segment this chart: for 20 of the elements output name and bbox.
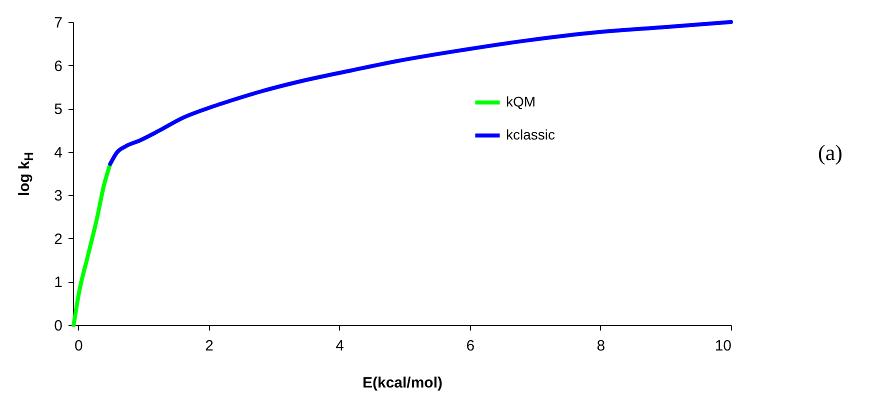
x-axis-title: E(kcal/mol)	[362, 374, 443, 392]
x-tick-label: 8	[596, 338, 606, 354]
y-tick-label: 4	[54, 144, 62, 162]
legend-label: kQM	[506, 94, 536, 110]
y-tick-label: 7	[54, 14, 62, 32]
x-tick-label: 4	[336, 338, 344, 354]
x-tick-label: 2	[205, 338, 214, 354]
y-tick-label: 0	[54, 318, 62, 334]
line-series	[72, 162, 112, 327]
x-tick-label: 0	[74, 338, 83, 354]
x-tick-label: 6	[466, 338, 475, 354]
y-tick-label: 1	[54, 274, 62, 292]
y-tick-label: 2	[54, 230, 62, 248]
text: (a)	[818, 140, 842, 166]
y-tick-label: 3	[54, 188, 62, 205]
legend-label: kclassic	[506, 126, 556, 142]
x-tick-label: 10	[714, 338, 732, 354]
y-tick-label: 5	[54, 101, 62, 118]
y-tick-label: 6	[54, 58, 62, 75]
line-series	[108, 20, 733, 166]
